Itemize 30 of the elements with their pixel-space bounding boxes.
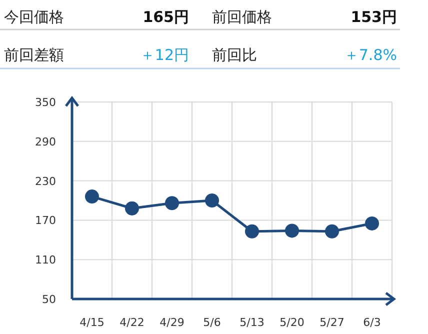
x-tick-label: 5/13 xyxy=(240,316,264,329)
y-tick-label: 230 xyxy=(35,174,56,188)
y-tick-label: 350 xyxy=(35,96,56,109)
text: 前回比 xyxy=(212,46,257,64)
point xyxy=(285,224,299,238)
text: 165円 xyxy=(142,8,189,26)
point xyxy=(325,224,339,238)
text: ＋12円 xyxy=(140,46,189,64)
x-tick-label: 4/15 xyxy=(80,316,104,329)
point xyxy=(85,190,99,204)
y-tick-label: 290 xyxy=(35,135,56,148)
x-tick-label: 4/29 xyxy=(160,316,184,329)
y-tick-label: 110 xyxy=(35,254,56,267)
x-tick-label: 5/20 xyxy=(280,316,304,329)
x-tick-label: 4/22 xyxy=(120,316,144,329)
x-tick-label: 5/27 xyxy=(320,316,344,329)
text: ＋7.8% xyxy=(344,46,397,64)
point xyxy=(205,194,219,208)
text: 前回価格 xyxy=(212,8,272,26)
point xyxy=(245,224,259,238)
point xyxy=(165,196,179,210)
y-tick-label: 170 xyxy=(35,214,56,228)
text: 前回差額 xyxy=(4,46,64,64)
point xyxy=(125,201,139,216)
x-tick-label: 5/6 xyxy=(203,316,221,329)
y-tick-label: 50 xyxy=(42,293,56,306)
text: 153円 xyxy=(350,8,397,26)
point xyxy=(365,216,379,230)
text: 今回価格 xyxy=(4,8,64,26)
x-tick-label: 6/3 xyxy=(363,316,381,329)
